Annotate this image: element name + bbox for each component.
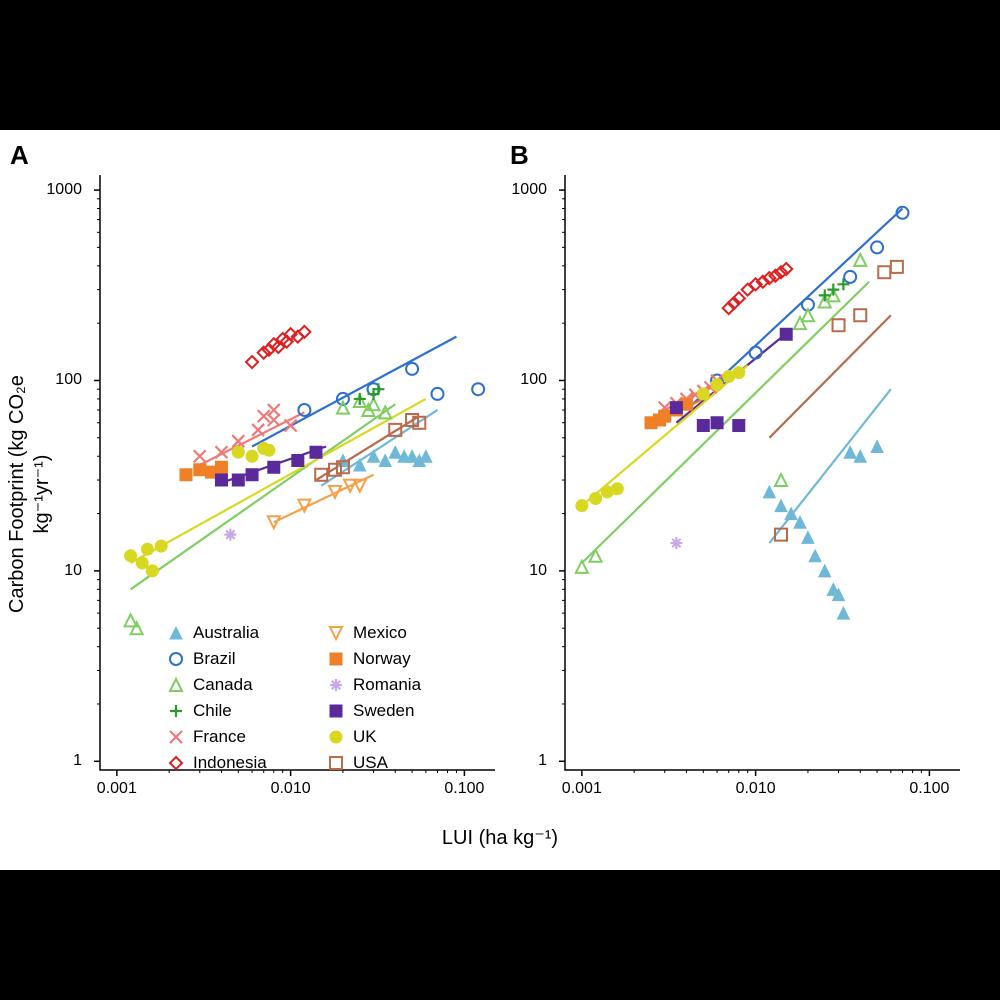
legend-marker-icon	[325, 726, 347, 748]
y-tick-label: 10	[487, 562, 547, 580]
figure-container: A B Carbon Footprint (kg CO₂e kg⁻¹yr⁻¹) …	[0, 130, 1000, 870]
legend-label: USA	[353, 753, 388, 773]
legend-marker-icon	[325, 752, 347, 774]
y-tick-label: 1	[22, 752, 82, 770]
legend-marker-icon	[165, 726, 187, 748]
panel-b-svg	[555, 165, 975, 785]
panel-b-label: B	[510, 140, 529, 171]
legend-label: Sweden	[353, 701, 414, 721]
legend-label: UK	[353, 727, 377, 747]
legend-item: Australia	[165, 620, 259, 646]
legend-item: Mexico	[325, 620, 407, 646]
legend-item: Indonesia	[165, 750, 267, 776]
legend-item: UK	[325, 724, 377, 750]
legend-marker-icon	[325, 700, 347, 722]
legend-item: Chile	[165, 698, 232, 724]
y-tick-label: 1000	[22, 181, 82, 199]
legend-item: Brazil	[165, 646, 236, 672]
legend-label: Norway	[353, 649, 411, 669]
legend-marker-icon	[325, 674, 347, 696]
legend-label: France	[193, 727, 246, 747]
y-tick-label: 100	[487, 371, 547, 389]
panel-a-svg	[90, 165, 510, 785]
legend-label: Indonesia	[193, 753, 267, 773]
x-tick-label: 0.010	[261, 780, 321, 798]
legend-marker-icon	[165, 700, 187, 722]
legend-marker-icon	[165, 752, 187, 774]
legend-label: Chile	[193, 701, 232, 721]
legend-item: Sweden	[325, 698, 414, 724]
legend-label: Australia	[193, 623, 259, 643]
legend-marker-icon	[325, 622, 347, 644]
y-tick-label: 1	[487, 752, 547, 770]
x-tick-label: 0.001	[87, 780, 147, 798]
x-tick-label: 0.001	[552, 780, 612, 798]
y-tick-label: 1000	[487, 181, 547, 199]
legend-label: Canada	[193, 675, 253, 695]
legend-item: Romania	[325, 672, 421, 698]
legend-item: Norway	[325, 646, 411, 672]
x-tick-label: 0.010	[726, 780, 786, 798]
x-tick-label: 0.100	[434, 780, 494, 798]
x-tick-label: 0.100	[899, 780, 959, 798]
legend-item: USA	[325, 750, 388, 776]
panel-a-label: A	[10, 140, 29, 171]
y-tick-label: 100	[22, 371, 82, 389]
legend-item: France	[165, 724, 246, 750]
legend-marker-icon	[165, 622, 187, 644]
y-tick-label: 10	[22, 562, 82, 580]
legend-label: Romania	[353, 675, 421, 695]
legend-label: Mexico	[353, 623, 407, 643]
legend-label: Brazil	[193, 649, 236, 669]
x-axis-label: LUI (ha kg⁻¹)	[300, 825, 700, 850]
legend-marker-icon	[165, 648, 187, 670]
legend-marker-icon	[325, 648, 347, 670]
legend-marker-icon	[165, 674, 187, 696]
legend-item: Canada	[165, 672, 253, 698]
